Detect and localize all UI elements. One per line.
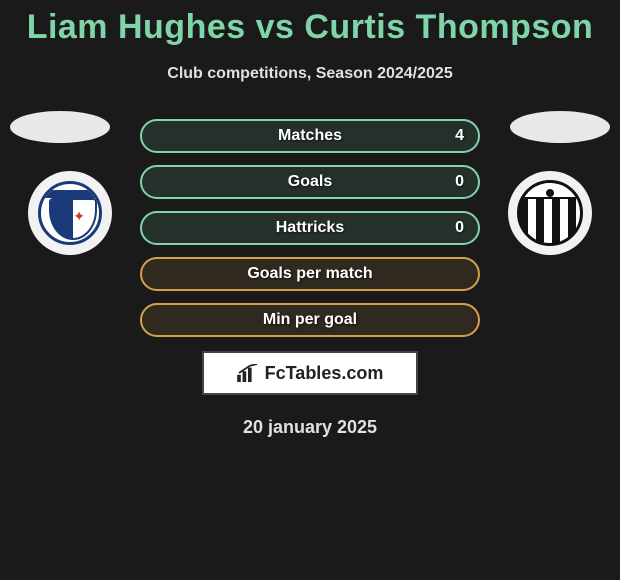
stat-row: Matches 4	[140, 119, 480, 153]
stat-row: Goals 0	[140, 165, 480, 199]
page-subtitle: Club competitions, Season 2024/2025	[0, 65, 620, 83]
player-right-placeholder	[510, 111, 610, 143]
club-badge-right	[508, 171, 592, 255]
stat-label: Hattricks	[276, 219, 344, 237]
brand-text: FcTables.com	[265, 363, 384, 384]
brand-chart-icon	[237, 364, 259, 382]
brand-box[interactable]: FcTables.com	[202, 351, 418, 395]
player-left-placeholder	[10, 111, 110, 143]
club-crest-right-icon	[517, 180, 583, 246]
club-badge-left: ✦	[28, 171, 112, 255]
stat-value-right: 4	[455, 127, 464, 145]
stat-label: Matches	[278, 127, 342, 145]
stat-row: Hattricks 0	[140, 211, 480, 245]
stat-label: Goals	[288, 173, 332, 191]
stat-label: Goals per match	[247, 265, 372, 283]
stat-row: Goals per match	[140, 257, 480, 291]
stats-area: ✦ Matches 4 Goals 0 Hattricks 0 Goals per matc…	[0, 119, 620, 337]
club-crest-left-icon: ✦	[38, 181, 102, 245]
stat-label: Min per goal	[263, 311, 357, 329]
stat-row: Min per goal	[140, 303, 480, 337]
date-line: 20 january 2025	[0, 417, 620, 438]
stat-value-right: 0	[455, 219, 464, 237]
page-title: Liam Hughes vs Curtis Thompson	[0, 8, 620, 47]
comparison-card: Liam Hughes vs Curtis Thompson Club comp…	[0, 0, 620, 438]
stat-value-right: 0	[455, 173, 464, 191]
